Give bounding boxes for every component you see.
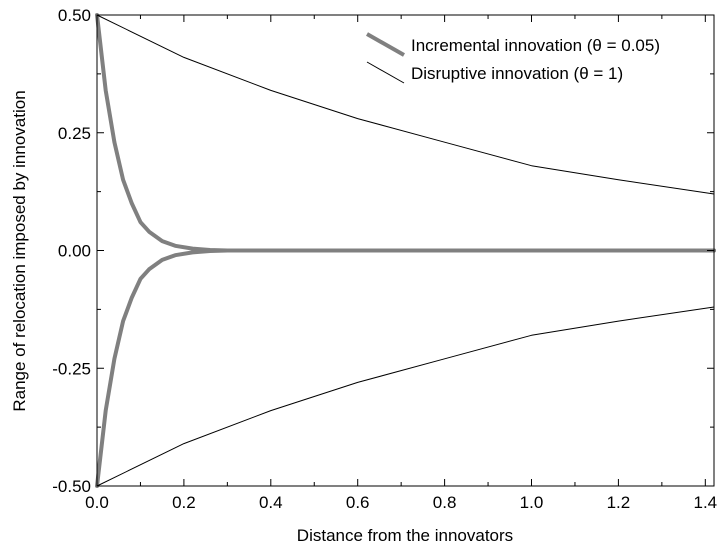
- y-axis-label: Range of relocation imposed by innovatio…: [10, 90, 29, 411]
- y-tick-label: -0.25: [52, 359, 91, 378]
- tick-labels: 0.0 0.2 0.4 0.6 0.8 1.0 1.2 1.4 0.50 0.25 0.00 -0.2…: [52, 6, 717, 512]
- x-tick-label: 0.4: [259, 493, 283, 512]
- series-line-disruptive-upper: [96, 14, 715, 195]
- legend-label-incremental: Incremental innovation (θ = 0.05): [411, 36, 660, 55]
- y-tick-label: 0.00: [58, 242, 91, 261]
- x-tick-label: 0.6: [346, 493, 370, 512]
- x-tick-label: 0.8: [433, 493, 457, 512]
- axis-ticks: [96, 14, 714, 487]
- x-tick-label: 0.0: [85, 493, 109, 512]
- legend-swatch-disruptive: [366, 61, 405, 84]
- legend-swatch-incremental: [366, 32, 405, 57]
- series-line-disruptive-lower: [96, 306, 715, 487]
- x-tick-label: 1.0: [520, 493, 544, 512]
- legend-label-disruptive: Disruptive innovation (θ = 1): [411, 64, 623, 83]
- y-tick-label: -0.50: [52, 477, 91, 496]
- y-tick-label: 0.50: [58, 6, 91, 25]
- x-tick-label: 0.2: [172, 493, 196, 512]
- x-axis-label: Distance from the innovators: [297, 526, 513, 545]
- x-tick-label: 1.2: [607, 493, 631, 512]
- legend: Incremental innovation (θ = 0.05) Disrup…: [366, 32, 660, 84]
- x-tick-label: 1.4: [693, 493, 717, 512]
- y-tick-label: 0.25: [58, 124, 91, 143]
- series-line-incremental-lower: [95, 248, 716, 488]
- plot-lines: [95, 13, 716, 488]
